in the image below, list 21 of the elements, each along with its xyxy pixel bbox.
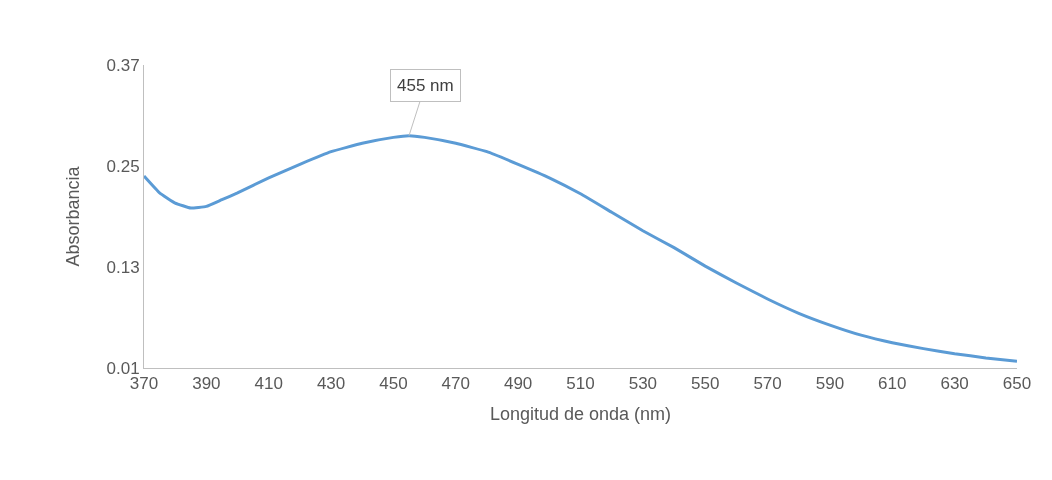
annotation: 455 nm [397,76,454,95]
x-tick-label: 630 [940,374,969,394]
y-axis-title: Absorbancia [62,165,83,267]
x-axis-title: Longitud de onda (nm) [489,403,672,424]
x-tick-label: 490 [503,374,533,394]
x-tick-label: 450 [379,374,408,394]
x-tick-label: 610 [878,374,907,394]
x-tick-label: 550 [691,374,720,394]
x-tick-label: 390 [192,374,221,394]
x-tick-label: 470 [441,374,470,394]
x-tick-label: 530 [628,374,658,394]
x-tick-label: 430 [316,374,346,394]
y-tick-label: 0.13 [106,257,140,277]
x-tick-label: 510 [566,374,595,394]
x-tick-label: 570 [753,374,782,394]
line-series [144,134,1017,363]
y-tick-label: 0.37 [106,55,140,75]
x-tick-label: 650 [1002,374,1032,394]
y-tick-label: 0.25 [106,156,140,176]
x-tick-label: 410 [254,374,283,394]
x-tick-label: 590 [815,374,845,394]
